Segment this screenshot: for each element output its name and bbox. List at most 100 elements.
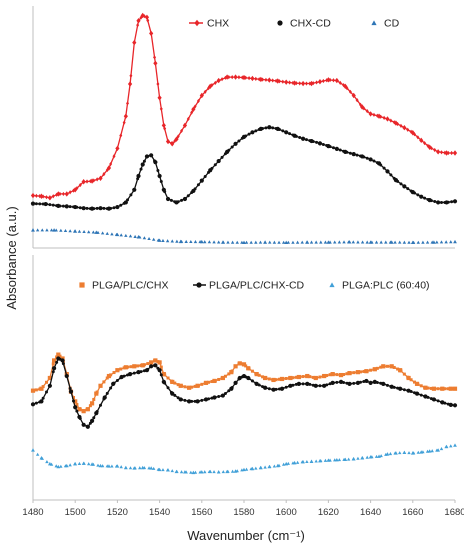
point-chx <box>132 39 137 46</box>
marker-chx-cd <box>203 174 207 178</box>
legend-label: CHX-CD <box>290 18 331 30</box>
marker-plga-plc-chx <box>102 380 106 384</box>
marker-chx-cd <box>271 126 275 130</box>
point-plga-plc-60-40 <box>107 464 111 468</box>
marker-plga-plc-60-40 <box>138 466 142 470</box>
marker-plga-plc-chx <box>294 375 298 379</box>
point-plga-plc-60-40 <box>360 456 365 460</box>
marker-plga-plc-60-40 <box>119 465 123 469</box>
marker-cd <box>216 240 221 244</box>
marker-chx <box>68 190 72 195</box>
point-plga-plc-60-40 <box>149 466 154 470</box>
marker-plga-plc-chx <box>436 387 440 391</box>
point-chx <box>292 80 297 86</box>
marker-plga-plc-chx <box>166 376 170 380</box>
marker-plga-plc-chx <box>112 371 116 375</box>
point-chx-cd <box>351 152 356 157</box>
point-plga-plc-60-40 <box>250 466 255 471</box>
marker-chx-cd <box>139 167 143 171</box>
marker-chx <box>355 98 359 103</box>
point-chx <box>216 77 221 84</box>
point-chx <box>250 75 255 82</box>
marker-chx <box>78 182 82 188</box>
marker-plga-plc-chx <box>261 375 265 379</box>
marker-chx-cd <box>338 148 342 152</box>
point-plga-plc-chx-cd <box>178 397 183 402</box>
marker-chx <box>61 191 65 197</box>
bottom-panel: PLGA/PLC/CHX PLGA/PLC/CHX-CD PLGA:PLC (60:… <box>30 255 458 501</box>
marker-cd <box>444 240 448 244</box>
marker-chx <box>254 76 258 81</box>
marker-plga-plc-chx <box>345 372 349 376</box>
point-plga-plc-60-40 <box>258 465 263 470</box>
point-chx-cd <box>360 154 365 159</box>
point-chx-cd <box>436 200 441 205</box>
marker-plga-plc-chx <box>250 369 254 373</box>
marker-plga-plc-60-40 <box>45 460 49 464</box>
marker-plga-plc-chx-cd <box>385 383 389 387</box>
point-chx-cd <box>250 130 255 135</box>
marker-plga-plc-60-40 <box>416 450 420 454</box>
point-plga-plc-60-40 <box>157 467 162 472</box>
point-plga-plc-chx-cd <box>149 364 154 369</box>
marker-plga-plc-60-40 <box>77 461 82 465</box>
point-cd <box>389 240 394 244</box>
legend-label: PLGA/PLC/CHX-CD <box>209 280 305 292</box>
point-chx <box>47 195 52 201</box>
marker-cd <box>393 240 397 244</box>
marker-plga-plc-chx <box>45 380 49 384</box>
point-plga-plc-chx <box>355 370 361 375</box>
point-plga-plc-chx-cd <box>85 424 90 429</box>
point-chx <box>136 18 141 24</box>
marker-cd <box>323 240 328 244</box>
marker-chx <box>203 89 207 94</box>
point-plga-plc-60-40 <box>410 451 415 455</box>
point-plga-plc-chx <box>77 407 82 412</box>
marker-plga-plc-chx <box>318 375 322 379</box>
marker-plga-plc-chx <box>193 384 197 388</box>
point-plga-plc-60-40 <box>385 452 390 456</box>
point-plga-plc-60-40 <box>56 464 61 469</box>
point-chx-cd <box>368 157 373 162</box>
point-chx <box>427 144 432 150</box>
marker-cd <box>407 240 411 244</box>
point-plga-plc-chx-cd <box>381 381 386 386</box>
marker-plga-plc-chx-cd <box>301 382 305 386</box>
marker-chx-cd <box>68 205 72 209</box>
point-chx <box>300 80 306 87</box>
point-plga-plc-60-40 <box>343 457 348 462</box>
marker-plga-plc-chx <box>183 385 187 389</box>
point-chx-cd <box>161 187 166 192</box>
series-chx-cd <box>30 125 458 211</box>
bottom-legend: PLGA/PLC/CHX PLGA/PLC/CHX-CD PLGA:PLC (60:… <box>79 280 430 292</box>
point-chx-cd <box>216 158 221 164</box>
marker-cd <box>124 233 128 237</box>
marker-plga-plc-60-40 <box>203 470 207 474</box>
marker-cd <box>379 240 383 244</box>
point-cd <box>326 240 331 244</box>
marker-plga-plc-60-40 <box>430 449 434 453</box>
marker-cd <box>110 232 114 236</box>
marker-plga-plc-60-40 <box>221 470 226 474</box>
marker-plga-plc-60-40 <box>189 470 193 474</box>
top-panel: CHX CHX-CD CD <box>30 6 458 249</box>
point-plga-plc-60-40 <box>334 458 339 462</box>
point-chx-cd <box>334 146 339 151</box>
point-plga-plc-chx-cd <box>452 403 458 408</box>
marker-chx-cd <box>321 142 325 146</box>
marker-chx-cd <box>433 200 437 204</box>
point-plga-plc-chx <box>187 385 192 390</box>
point-chx-cd <box>98 206 103 211</box>
point-chx <box>225 74 230 80</box>
point-plga-plc-chx-cd <box>187 399 192 404</box>
marker-chx <box>230 75 234 80</box>
marker-chx <box>331 78 335 83</box>
point-plga-plc-chx-cd <box>52 366 57 371</box>
marker-cd <box>203 240 207 244</box>
marker-plga-plc-chx-cd <box>34 401 38 405</box>
marker-plga-plc-60-40 <box>54 464 58 468</box>
point-plga-plc-chx <box>330 372 335 377</box>
marker-cd <box>151 237 156 241</box>
point-plga-plc-chx-cd <box>246 375 251 381</box>
